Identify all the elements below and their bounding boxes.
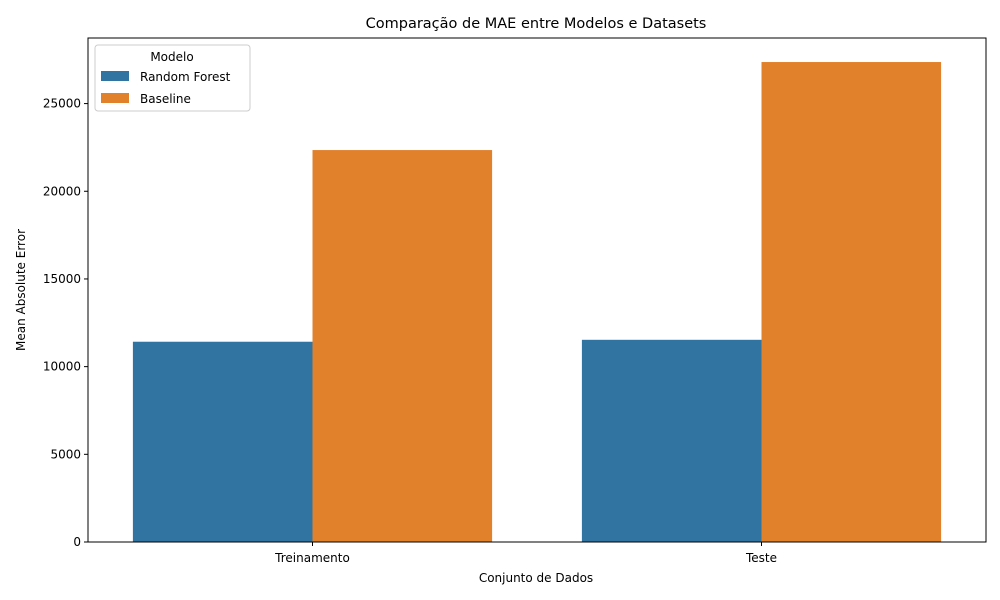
y-tick-label: 15000 xyxy=(43,272,81,286)
bar-random-forest-teste xyxy=(581,339,762,542)
chart-title: Comparação de MAE entre Modelos e Datase… xyxy=(366,16,707,32)
legend: Modelo Random Forest Baseline xyxy=(94,44,251,112)
y-tick-label: 20000 xyxy=(43,184,81,198)
bars-group xyxy=(132,62,942,542)
legend-items: Random Forest Baseline xyxy=(101,70,231,106)
y-tick-label: 0 xyxy=(73,535,81,549)
y-tick-label: 10000 xyxy=(43,360,81,374)
legend-title: Modelo xyxy=(150,50,193,64)
x-tick-label: Teste xyxy=(745,551,777,565)
y-axis-label: Mean Absolute Error xyxy=(14,229,28,351)
y-tick-label: 25000 xyxy=(43,97,81,111)
plot-frame xyxy=(87,37,987,543)
x-tick-label: Treinamento xyxy=(274,551,350,565)
x-axis-ticks: Treinamento Teste xyxy=(274,542,777,565)
x-axis-label: Conjunto de Dados xyxy=(479,571,593,585)
legend-label: Baseline xyxy=(140,92,191,106)
bar-baseline-treinamento xyxy=(312,150,493,542)
legend-box xyxy=(94,44,251,112)
legend-swatch xyxy=(101,93,129,103)
legend-label: Random Forest xyxy=(140,70,231,84)
bar-baseline-teste xyxy=(761,62,942,542)
legend-swatch xyxy=(101,71,129,81)
y-axis-ticks: 0 5000 10000 15000 20000 25000 xyxy=(43,97,88,549)
y-tick-label: 5000 xyxy=(50,447,81,461)
bar-random-forest-treinamento xyxy=(132,341,313,542)
